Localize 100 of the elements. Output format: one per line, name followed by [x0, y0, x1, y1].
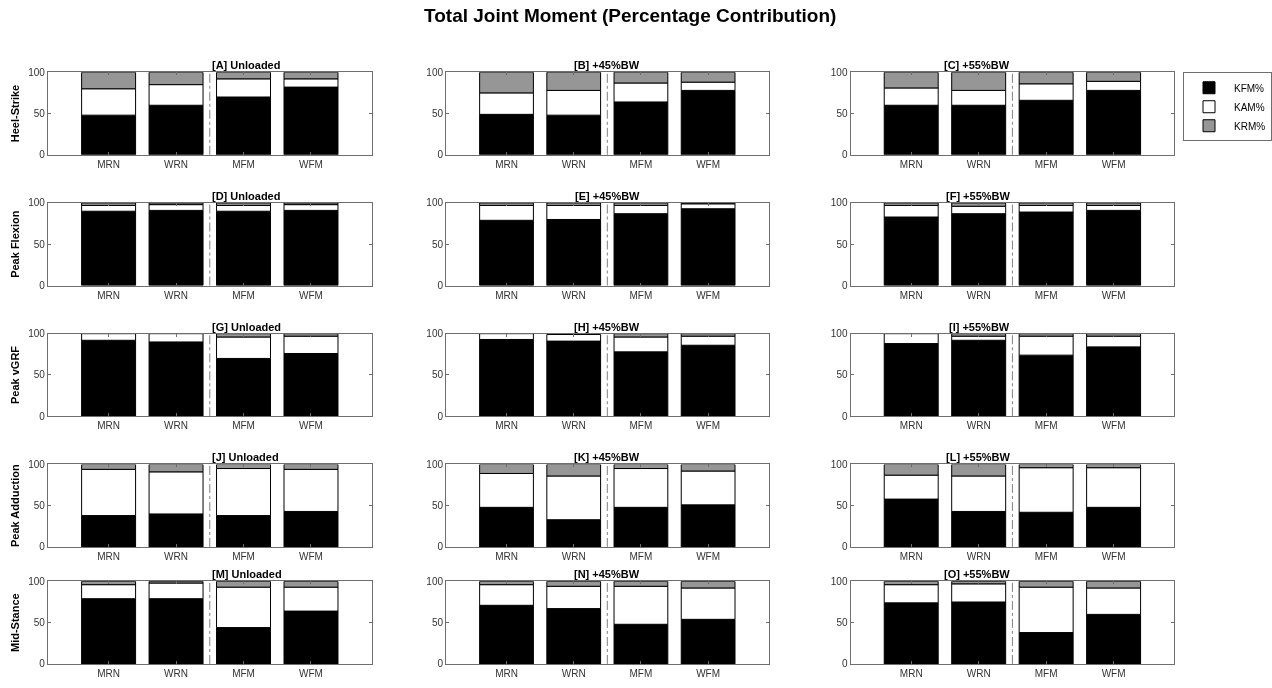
- x-tick-label: MFM: [629, 158, 653, 170]
- x-tick-label: MRN: [899, 289, 923, 301]
- x-tick-label: MRN: [97, 289, 120, 301]
- x-tick-label: WFM: [299, 420, 323, 432]
- y-tick-label: 50: [836, 238, 848, 250]
- x-tick-label: WFM: [1101, 158, 1126, 170]
- x-tick-label: MFM: [232, 158, 255, 170]
- y-axis-title: Peak Flexion: [8, 210, 21, 278]
- chart-title: [I] +55%BW: [949, 321, 1010, 333]
- x-tick-label: WRN: [966, 289, 991, 301]
- legend-label: KAM%: [1234, 101, 1265, 113]
- x-tick-label: WFM: [696, 550, 721, 562]
- x-tick-label: MRN: [899, 420, 923, 432]
- x-tick-label: MRN: [899, 550, 923, 562]
- y-tick-label: 0: [39, 658, 46, 670]
- x-tick-label: WRN: [561, 667, 586, 679]
- x-tick-label: WFM: [696, 158, 721, 170]
- x-tick-label: MFM: [629, 289, 653, 301]
- y-tick-label: 0: [841, 410, 848, 422]
- y-tick-label: 100: [830, 575, 848, 587]
- x-tick-label: WRN: [966, 158, 991, 170]
- x-tick-label: WRN: [966, 550, 991, 562]
- x-tick-label: MRN: [97, 158, 120, 170]
- x-tick-label: WRN: [966, 667, 991, 679]
- y-tick-label: 0: [437, 410, 444, 422]
- y-tick-label: 100: [28, 197, 46, 209]
- x-tick-label: WRN: [561, 550, 586, 562]
- y-tick-label: 50: [33, 108, 46, 120]
- y-tick-label: 0: [841, 658, 848, 670]
- y-tick-label: 100: [426, 575, 444, 587]
- y-tick-label: 0: [841, 280, 848, 292]
- chart-title: [C] +55%BW: [944, 59, 1010, 71]
- chart-title: [E] +45%BW: [575, 190, 641, 202]
- y-tick-label: 0: [39, 410, 46, 422]
- y-tick-label: 50: [836, 617, 848, 629]
- x-tick-label: WRN: [164, 550, 189, 562]
- chart-title: [M] Unloaded: [212, 568, 282, 580]
- y-axis-title: Peak Adduction: [8, 464, 21, 548]
- x-tick-label: MRN: [899, 158, 923, 170]
- x-tick-label: WFM: [696, 667, 721, 679]
- chart-title: [F] +55%BW: [946, 190, 1011, 202]
- x-tick-label: MRN: [495, 420, 518, 432]
- y-tick-label: 100: [830, 328, 848, 340]
- y-tick-label: 50: [431, 500, 444, 512]
- x-tick-label: WFM: [1101, 289, 1126, 301]
- y-tick-label: 100: [426, 328, 444, 340]
- x-tick-label: WRN: [164, 667, 189, 679]
- x-tick-label: WFM: [696, 289, 721, 301]
- chart-title: [D] Unloaded: [212, 190, 281, 202]
- x-tick-label: MFM: [1034, 289, 1058, 301]
- x-tick-label: WRN: [164, 289, 189, 301]
- x-tick-label: MFM: [1034, 667, 1058, 679]
- y-tick-label: 50: [836, 369, 848, 381]
- chart-title: [A] Unloaded: [212, 59, 281, 71]
- x-tick-label: WFM: [299, 289, 323, 301]
- x-tick-label: MRN: [495, 667, 518, 679]
- chart-title: [O] +55%BW: [944, 568, 1011, 580]
- x-tick-label: MFM: [232, 420, 255, 432]
- x-tick-label: WRN: [561, 158, 586, 170]
- chart-title: [B] +45%BW: [574, 59, 640, 71]
- y-tick-label: 100: [426, 197, 444, 209]
- x-tick-label: WRN: [966, 420, 991, 432]
- y-tick-label: 50: [431, 238, 444, 250]
- y-tick-label: 0: [437, 541, 444, 553]
- x-tick-label: MFM: [629, 420, 653, 432]
- y-axis-title: Mid-Stance: [8, 593, 21, 652]
- chart-title: [L] +55%BW: [946, 451, 1011, 463]
- x-tick-label: MRN: [899, 667, 923, 679]
- y-tick-label: 100: [426, 66, 444, 78]
- chart-title: [G] Unloaded: [212, 321, 282, 333]
- x-tick-label: MRN: [495, 550, 518, 562]
- chart-title: [N] +45%BW: [574, 568, 640, 580]
- x-tick-label: MRN: [97, 420, 120, 432]
- x-tick-label: WFM: [299, 667, 323, 679]
- y-tick-label: 50: [431, 617, 444, 629]
- y-tick-label: 100: [830, 197, 848, 209]
- y-tick-label: 50: [33, 369, 46, 381]
- legend-label: KFM%: [1234, 82, 1265, 94]
- y-tick-label: 0: [437, 149, 444, 161]
- x-tick-label: WFM: [1101, 667, 1126, 679]
- x-tick-label: WFM: [1101, 420, 1126, 432]
- y-tick-label: 100: [28, 575, 46, 587]
- x-tick-label: MFM: [1034, 158, 1058, 170]
- y-tick-label: 0: [437, 658, 444, 670]
- chart-title: [J] Unloaded: [212, 451, 279, 463]
- y-tick-label: 0: [39, 149, 46, 161]
- y-tick-label: 0: [841, 541, 848, 553]
- y-tick-label: 100: [28, 66, 46, 78]
- y-tick-label: 50: [431, 108, 444, 120]
- chart-title: [H] +45%BW: [574, 321, 640, 333]
- x-tick-label: WRN: [164, 158, 189, 170]
- chart-title: [K] +45%BW: [574, 451, 640, 463]
- x-tick-label: MRN: [495, 289, 518, 301]
- y-tick-label: 0: [841, 149, 848, 161]
- text: Total Joint Moment (Percentage Contribution): [424, 5, 837, 26]
- y-tick-label: 100: [830, 458, 848, 470]
- y-tick-label: 50: [33, 617, 46, 629]
- y-tick-label: 50: [33, 238, 46, 250]
- y-tick-label: 100: [28, 328, 46, 340]
- x-tick-label: WFM: [299, 550, 323, 562]
